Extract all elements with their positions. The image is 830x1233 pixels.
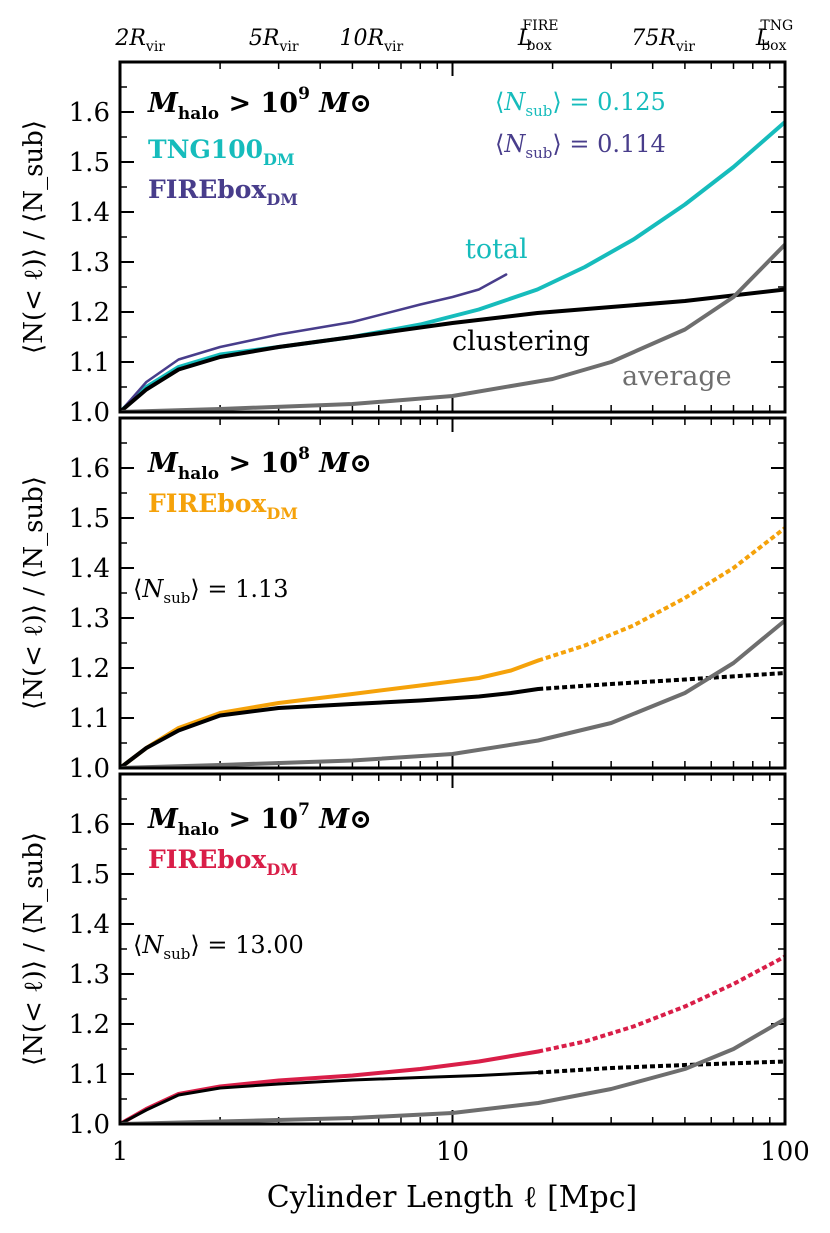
series-line — [120, 1017, 785, 1124]
series-line — [120, 242, 785, 412]
x-tick-label: 100 — [760, 1137, 810, 1167]
legend-entry: TNG100DM — [148, 135, 295, 169]
panel-title: Mhalo > 109 M⊙ — [147, 84, 372, 124]
top-axis-label: LFIRE box — [517, 18, 559, 54]
x-tick-label: 1 — [112, 1137, 129, 1167]
y-tick-label: 1.0 — [69, 754, 110, 784]
panel-top: 1.0 1.1 1.2 1.3 1.4 1.5 1.6 Mhalo > 109 M⊙ TNG10… — [69, 60, 787, 428]
y-tick-label: 1.3 — [69, 248, 110, 278]
panel-bottom: 1.0 1.1 1.2 1.3 1.4 1.5 1.6 Mhalo > 107 M⊙ FIREb… — [69, 772, 787, 1140]
series-line — [120, 1071, 540, 1124]
legend-entry: FIREboxDM — [148, 845, 298, 879]
series-line — [120, 687, 541, 768]
nsub-label: ⟨Nsub⟩ = 13.00 — [133, 931, 304, 963]
plot-frame — [118, 772, 787, 1126]
y-tick-label: 1.2 — [69, 1010, 110, 1040]
y-axis-label: ⟨N(< ℓ)⟩ / ⟨N_sub⟩ — [19, 120, 49, 354]
y-tick-label: 1.6 — [69, 810, 110, 840]
top-axis-label: 10Rvir — [340, 26, 404, 55]
y-tick-label: 1.3 — [69, 604, 110, 634]
panels: 1.0 1.1 1.2 1.3 1.4 1.5 1.6 Mhalo > 109 M⊙ TNG10… — [69, 60, 810, 1167]
series-group — [120, 120, 785, 412]
y-tick-label: 1.6 — [69, 98, 110, 128]
y-axis-label: ⟨N(< ℓ)⟩ / ⟨N_sub⟩ — [19, 476, 49, 710]
legend-entry: FIREboxDM — [148, 175, 298, 209]
nsub-label: ⟨Nsub⟩ = 0.114 — [495, 130, 666, 162]
plot-frame — [118, 60, 787, 414]
nsub-label: ⟨Nsub⟩ = 0.125 — [495, 88, 666, 120]
series-group — [120, 526, 785, 768]
series-line — [537, 954, 785, 1054]
ticks: 1.0 1.1 1.2 1.3 1.4 1.5 1.6 — [69, 418, 786, 784]
series-line — [538, 671, 785, 691]
annotation: clustering — [452, 326, 590, 357]
y-tick-label: 1.0 — [69, 1110, 110, 1140]
y-tick-label: 1.5 — [69, 504, 110, 534]
y-tick-label: 1.4 — [69, 910, 110, 940]
y-tick-label: 1.3 — [69, 960, 110, 990]
panel-middle: 1.0 1.1 1.2 1.3 1.4 1.5 1.6 Mhalo > 108 M⊙ FIREb… — [69, 416, 787, 784]
plot-frame — [118, 416, 787, 770]
x-axis-label: Cylinder Length ℓ [Mpc] — [267, 1180, 637, 1215]
panel-title: Mhalo > 107 M⊙ — [147, 800, 372, 840]
legend-entry: FIREboxDM — [148, 489, 298, 523]
x-tick-label: 10 — [436, 1137, 469, 1167]
nsub-label: ⟨Nsub⟩ = 1.13 — [133, 575, 289, 607]
y-tick-label: 1.1 — [69, 704, 110, 734]
y-tick-label: 1.2 — [69, 298, 110, 328]
series-line — [538, 1059, 785, 1075]
y-tick-label: 1.6 — [69, 454, 110, 484]
series-line — [537, 526, 785, 663]
y-tick-label: 1.4 — [69, 554, 110, 584]
series-line — [120, 618, 785, 768]
top-axis-label: 75Rvir — [631, 26, 695, 55]
series-line — [120, 120, 785, 412]
top-axis-label: 2Rvir — [114, 26, 165, 55]
series-line — [120, 1049, 541, 1124]
series-group — [120, 954, 785, 1124]
y-tick-label: 1.1 — [69, 1060, 110, 1090]
panel-title: Mhalo > 108 M⊙ — [147, 444, 372, 484]
y-tick-label: 1.2 — [69, 654, 110, 684]
y-tick-label: 1.4 — [69, 198, 110, 228]
top-axis-label: 5Rvir — [249, 26, 299, 55]
y-tick-label: 1.5 — [69, 860, 110, 890]
y-tick-label: 1.5 — [69, 148, 110, 178]
y-tick-label: 1.1 — [69, 348, 110, 378]
annotation: total — [465, 234, 528, 265]
annotation: average — [622, 361, 732, 392]
top-axis-labels: 2Rvir 5Rvir 10Rvir LFIRE box 75Rvir LTNG box — [114, 18, 793, 55]
top-axis-label: LTNG box — [755, 18, 793, 54]
y-tick-label: 1.0 — [69, 398, 110, 428]
y-axis-label: ⟨N(< ℓ)⟩ / ⟨N_sub⟩ — [19, 832, 49, 1066]
series-line — [120, 273, 508, 412]
series-line — [120, 287, 785, 412]
